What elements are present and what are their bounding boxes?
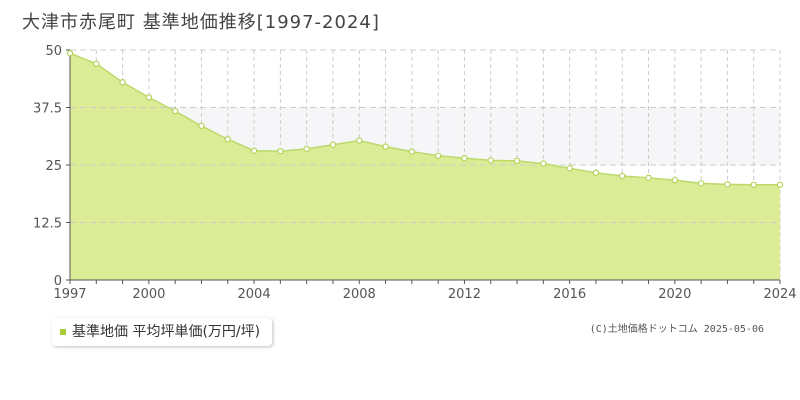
x-tick-label: 2012: [448, 287, 481, 302]
data-point-2012: [461, 154, 468, 162]
area-fill: [70, 53, 780, 280]
x-tick-label: 2000: [132, 287, 165, 302]
legend-label: 基準地価 平均坪単価(万円/坪): [72, 324, 261, 340]
data-point-2001: [171, 107, 179, 115]
data-point-2002: [198, 122, 205, 130]
data-point-2010: [408, 148, 416, 155]
data-point-2024: [776, 181, 784, 188]
x-tick-label: 2020: [658, 287, 691, 302]
y-tick-label: 0: [54, 274, 62, 289]
y-tick-labels: 0 12.5 25 37.5 50: [33, 44, 62, 289]
legend-marker: [60, 329, 66, 335]
chart-title: 大津市赤尾町 基準地価推移[1997-2024]: [22, 12, 380, 33]
data-point-2022: [724, 181, 731, 188]
credit-text: (C)土地価格ドットコム 2025-05-06: [589, 324, 764, 335]
data-point-2021: [697, 180, 705, 187]
x-tick-label: 2004: [238, 287, 271, 302]
legend: 基準地価 平均坪単価(万円/坪): [52, 318, 273, 346]
data-point-2011: [434, 152, 442, 159]
data-point-2023: [750, 181, 757, 188]
data-point-2014: [513, 157, 521, 165]
x-tick-labels: 1997 2000 2004 2008 2012 2016 2020 2024: [53, 287, 796, 302]
data-points: [66, 50, 784, 188]
horizontal-gridlines: [70, 49, 780, 223]
x-tick-label: 2016: [553, 287, 586, 302]
x-tick-label: 1997: [53, 287, 86, 302]
y-tick-label: 37.5: [33, 102, 62, 117]
data-point-2005: [277, 147, 284, 155]
data-point-2018: [619, 172, 626, 180]
data-point-2000: [145, 94, 153, 101]
y-tick-label: 12.5: [33, 217, 62, 232]
data-point-2006: [303, 145, 310, 153]
data-point-2015: [540, 160, 547, 167]
axes: [66, 49, 781, 284]
data-point-2003: [224, 136, 231, 143]
data-point-2017: [592, 169, 600, 177]
x-tick-label: 2024: [763, 287, 796, 302]
y-tick-label: 25: [45, 159, 62, 174]
data-point-2016: [566, 165, 573, 172]
series-line: [69, 52, 780, 186]
data-point-2004: [250, 147, 258, 154]
x-tick-label: 2008: [343, 287, 376, 302]
y-tick-label: 50: [45, 44, 62, 59]
data-point-1999: [119, 78, 126, 86]
data-point-1997: [66, 50, 74, 57]
data-point-2009: [382, 143, 389, 150]
data-point-2007: [329, 141, 337, 148]
data-point-2019: [645, 174, 652, 182]
data-point-1998: [93, 60, 100, 68]
data-point-2008: [356, 137, 363, 144]
data-point-2013: [487, 157, 494, 164]
data-point-2020: [671, 176, 679, 184]
